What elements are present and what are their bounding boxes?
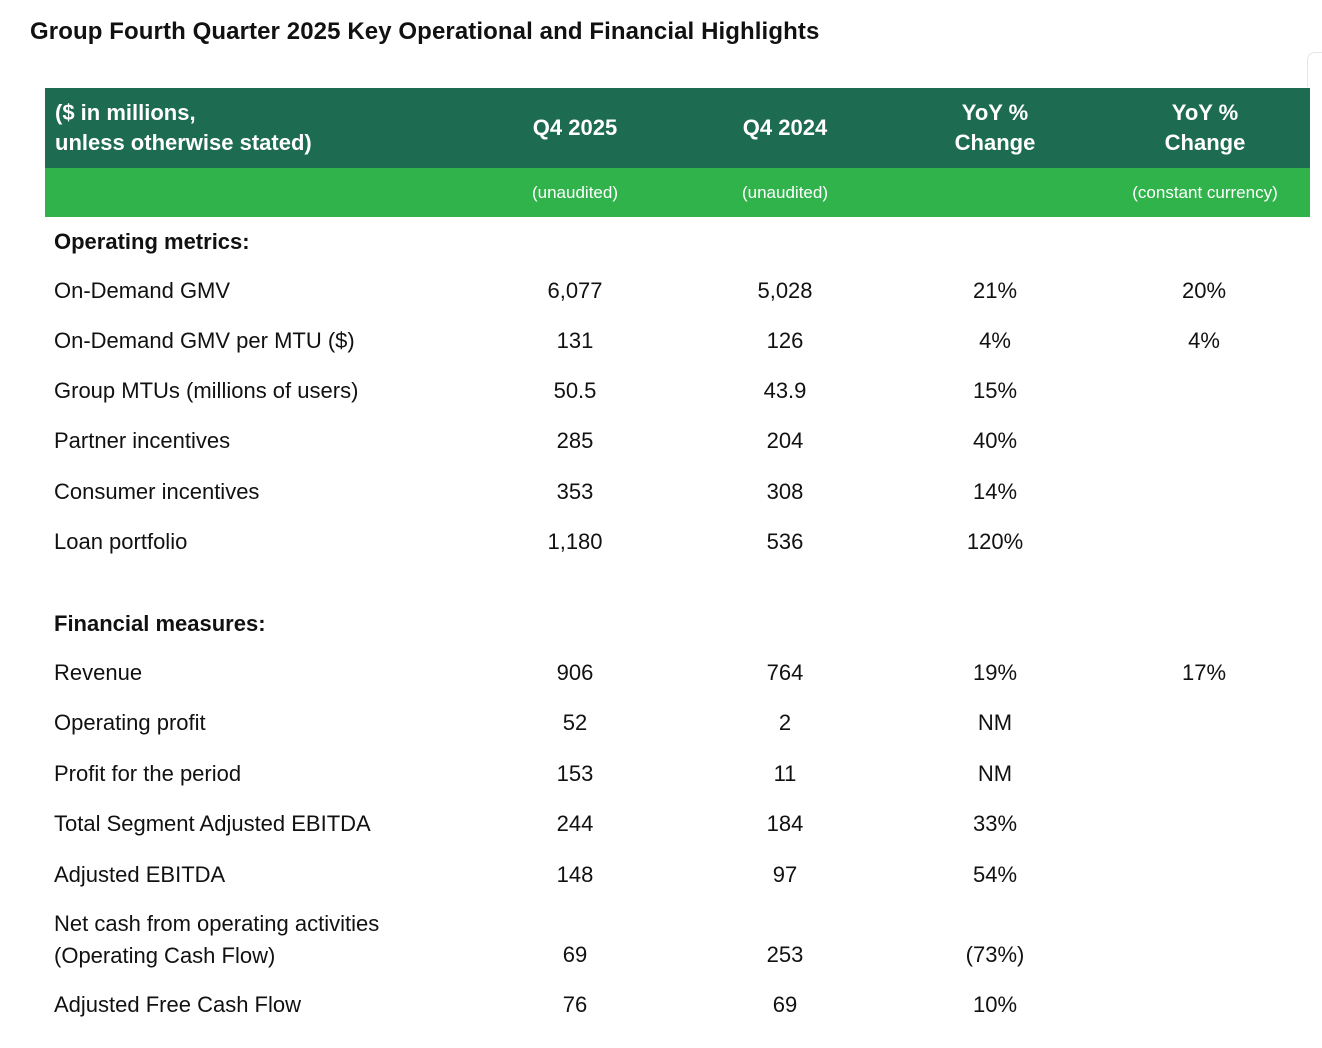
cell-yoy: 54% <box>972 862 1018 887</box>
cell-q4-2024: 69 <box>772 992 798 1017</box>
subheader-q4-2024: (unaudited) <box>741 182 828 202</box>
cell-yoy-cc: 20% <box>1181 278 1227 303</box>
header-yoy: YoY % Change <box>895 88 1095 168</box>
row-label-line1: Net cash from operating activities <box>54 911 380 936</box>
cell-q4-2024: 536 <box>766 529 804 554</box>
header-label-line1: ($ in millions, <box>55 100 196 125</box>
cell-q4-2025: 69 <box>562 942 588 967</box>
cell-q4-2025: 52 <box>562 710 588 735</box>
row-label: Adjusted EBITDA <box>54 862 226 887</box>
cell-q4-2025: 148 <box>556 862 594 887</box>
cell-q4-2025: 6,077 <box>547 278 603 303</box>
cell-q4-2024: 97 <box>772 862 798 887</box>
header-yoy-cc: YoY % Change <box>1105 88 1305 168</box>
cell-q4-2024: 204 <box>766 428 804 453</box>
cell-q4-2024: 2 <box>778 710 792 735</box>
header-yoy-line1: YoY % <box>961 100 1029 125</box>
cell-yoy-cc: 17% <box>1181 660 1227 685</box>
row-label: On-Demand GMV <box>54 278 231 303</box>
cell-q4-2024: 43.9 <box>763 378 807 403</box>
row-label: Group MTUs (millions of users) <box>54 378 359 403</box>
cell-q4-2025: 906 <box>556 660 594 685</box>
row-label: Profit for the period <box>54 761 242 786</box>
cell-yoy: 19% <box>972 660 1018 685</box>
page-title: Group Fourth Quarter 2025 Key Operationa… <box>30 18 820 45</box>
cell-yoy: 15% <box>972 378 1018 403</box>
row-label-line2: (Operating Cash Flow) <box>54 943 276 968</box>
section-title-operating: Operating metrics: <box>54 229 250 254</box>
header-label-cell: ($ in millions, unless otherwise stated) <box>55 88 312 168</box>
header-q4-2024-label: Q4 2024 <box>742 115 828 140</box>
row-label: Partner incentives <box>54 428 231 453</box>
header-yoy-line2: Change <box>954 130 1036 155</box>
corner-decoration <box>1307 52 1322 87</box>
cell-yoy: 120% <box>966 529 1024 554</box>
cell-yoy: (73%) <box>965 942 1025 967</box>
cell-yoy: 33% <box>972 811 1018 836</box>
header-label-line2: unless otherwise stated) <box>55 130 312 155</box>
cell-q4-2025: 131 <box>556 328 594 353</box>
header-yoy-cc-line1: YoY % <box>1171 100 1239 125</box>
cell-yoy: 4% <box>979 328 1011 353</box>
cell-q4-2025: 153 <box>556 761 594 786</box>
cell-q4-2024: 184 <box>766 811 804 836</box>
cell-q4-2025: 285 <box>556 428 594 453</box>
cell-yoy-cc: 4% <box>1188 328 1220 353</box>
cell-q4-2024: 253 <box>766 942 804 967</box>
row-label: Loan portfolio <box>54 529 188 554</box>
cell-q4-2024: 5,028 <box>757 278 813 303</box>
row-label: On-Demand GMV per MTU ($) <box>54 328 355 353</box>
cell-yoy: NM <box>977 761 1013 786</box>
cell-yoy: 21% <box>972 278 1018 303</box>
cell-q4-2025: 244 <box>556 811 594 836</box>
cell-q4-2024: 126 <box>766 328 804 353</box>
section-title-financial: Financial measures: <box>54 611 266 636</box>
row-label: Adjusted Free Cash Flow <box>54 992 301 1017</box>
row-label: Consumer incentives <box>54 479 260 504</box>
cell-q4-2025: 353 <box>556 479 594 504</box>
subheader-yoy-cc: (constant currency) <box>1132 182 1278 202</box>
header-q4-2024: Q4 2024 <box>685 88 885 168</box>
table-row: Net cash from operating activities (Oper… <box>0 908 1322 972</box>
cell-q4-2025: 76 <box>562 992 588 1017</box>
cell-q4-2024: 764 <box>766 660 804 685</box>
cell-yoy: 40% <box>972 428 1018 453</box>
cell-q4-2024: 308 <box>766 479 804 504</box>
header-q4-2025-label: Q4 2025 <box>532 115 618 140</box>
subheader-q4-2025: (unaudited) <box>531 182 618 202</box>
cell-yoy: 14% <box>972 479 1018 504</box>
cell-q4-2024: 11 <box>773 761 797 786</box>
row-label: Revenue <box>54 660 143 685</box>
table-header: ($ in millions, unless otherwise stated)… <box>45 88 1310 168</box>
cell-q4-2025: 50.5 <box>553 378 597 403</box>
table-subheader: (unaudited) (unaudited) (constant curren… <box>45 168 1310 217</box>
cell-yoy: 10% <box>972 992 1018 1017</box>
row-label: Operating profit <box>54 710 206 735</box>
header-q4-2025: Q4 2025 <box>475 88 675 168</box>
cell-yoy: NM <box>977 710 1013 735</box>
row-label: Net cash from operating activities (Oper… <box>54 908 379 972</box>
header-yoy-cc-line2: Change <box>1164 130 1246 155</box>
cell-q4-2025: 1,180 <box>547 529 603 554</box>
row-label: Total Segment Adjusted EBITDA <box>54 811 371 836</box>
